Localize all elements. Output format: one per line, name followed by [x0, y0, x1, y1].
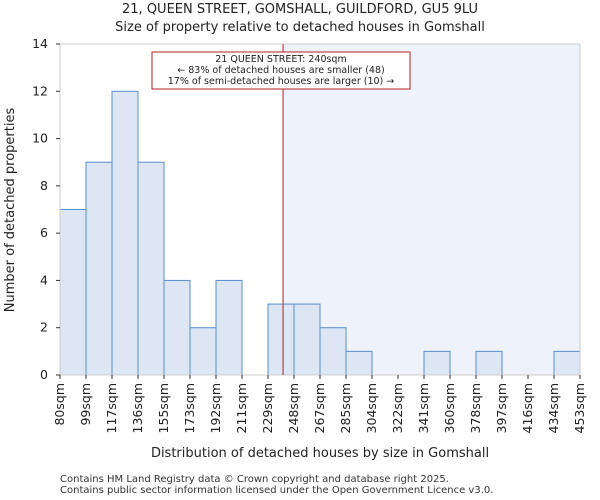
x-tick-label: 155sqm — [156, 383, 171, 433]
x-tick-label: 453sqm — [572, 383, 587, 433]
bar — [137, 161, 165, 376]
y-tick-label: 10 — [32, 131, 48, 146]
y-tick-label: 6 — [40, 225, 48, 240]
bar — [345, 350, 373, 376]
x-tick-label: 378sqm — [468, 383, 483, 433]
x-axis: 80sqm 99sqm 117sqm 136sqm 155sqm 173sqm 192sqm… — [52, 375, 587, 433]
y-tick-label: 0 — [40, 367, 48, 382]
x-tick-label: 434sqm — [546, 383, 561, 433]
x-tick-label: 192sqm — [208, 383, 223, 433]
annotation-line-3: 17% of semi-detached houses are larger (… — [168, 76, 395, 87]
x-axis-label: Distribution of detached houses by size … — [151, 446, 489, 461]
bar — [475, 350, 503, 376]
x-tick-label: 397sqm — [494, 383, 509, 433]
bar — [267, 303, 295, 376]
y-tick-label: 12 — [32, 83, 48, 98]
bar — [163, 279, 191, 376]
y-tick-label: 8 — [40, 178, 48, 193]
y-tick-label: 4 — [40, 272, 48, 287]
y-tick-label: 14 — [32, 36, 48, 51]
annotation-line-2: ← 83% of detached houses are smaller (48… — [177, 65, 384, 76]
chart-subtitle: Size of property relative to detached ho… — [115, 20, 485, 35]
annotation-frame — [151, 51, 411, 90]
x-tick-label: 285sqm — [338, 383, 353, 433]
footer-line-2: Contains public sector information licen… — [60, 485, 494, 496]
annotation-line-1: 21 QUEEN STREET: 240sqm — [215, 54, 346, 65]
x-tick-label: 360sqm — [442, 383, 457, 433]
bar — [319, 327, 347, 376]
x-tick-label: 211sqm — [234, 383, 249, 433]
chart-title: 21, QUEEN STREET, GOMSHALL, GUILDFORD, G… — [122, 2, 478, 17]
bar — [85, 161, 113, 376]
x-tick-label: 304sqm — [364, 383, 379, 433]
x-tick-label: 173sqm — [182, 383, 197, 433]
y-tick-label: 2 — [40, 320, 48, 335]
bar — [111, 90, 139, 376]
x-tick-label: 341sqm — [416, 383, 431, 433]
x-tick-label: 80sqm — [52, 383, 67, 426]
annotation-box: 21 QUEEN STREET: 240sqm ← 83% of detache… — [151, 51, 411, 90]
x-tick-label: 117sqm — [104, 383, 119, 433]
x-tick-label: 416sqm — [520, 383, 535, 433]
bar — [423, 350, 451, 376]
x-tick-label: 99sqm — [78, 383, 93, 426]
bar — [215, 279, 243, 376]
x-tick-label: 267sqm — [312, 383, 327, 433]
x-tick-label: 136sqm — [130, 383, 145, 433]
y-axis: 0 2 4 6 8 10 12 14 — [32, 36, 60, 382]
x-tick-label: 229sqm — [260, 383, 275, 433]
y-axis-label: Number of detached properties — [3, 108, 18, 313]
x-tick-label: 248sqm — [286, 383, 301, 433]
footer-line-1: Contains HM Land Registry data © Crown c… — [60, 474, 449, 485]
bar — [189, 327, 217, 376]
x-tick-label: 322sqm — [390, 383, 405, 433]
bar-group — [59, 90, 581, 376]
bar — [59, 209, 87, 376]
bar — [553, 350, 581, 376]
bar — [293, 303, 321, 376]
highlight-region — [283, 44, 580, 375]
